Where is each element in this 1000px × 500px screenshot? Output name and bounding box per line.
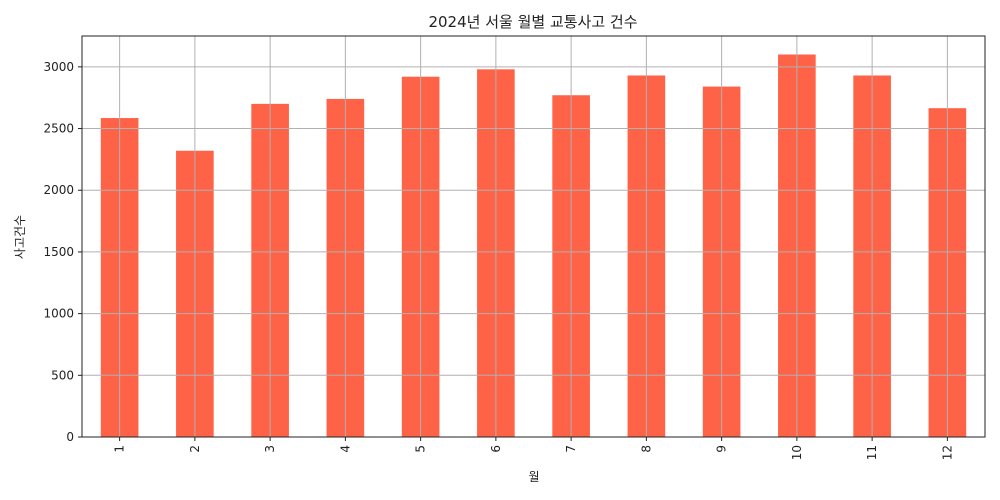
x-tick-label: 6	[489, 445, 503, 453]
x-axis-label: 월	[528, 470, 539, 484]
x-tick-label: 3	[263, 445, 277, 453]
y-tick-label: 1500	[43, 245, 74, 259]
y-axis-label: 사고건수	[13, 215, 27, 259]
x-tick-label: 2	[188, 445, 202, 453]
x-tick-label: 7	[564, 445, 578, 453]
y-tick-label: 3000	[43, 60, 74, 74]
grid-lines	[82, 36, 985, 438]
x-tick-label: 4	[338, 445, 352, 453]
y-tick-label: 2500	[43, 122, 74, 136]
x-tick-label: 12	[940, 445, 954, 460]
chart-title: 2024년 서울 월별 교통사고 건수	[428, 13, 637, 31]
x-tick-label: 11	[865, 445, 879, 460]
y-tick-label: 500	[51, 368, 74, 382]
x-tick-label: 5	[414, 445, 428, 453]
x-tick-label: 1	[113, 445, 127, 453]
y-tick-label: 2000	[43, 183, 74, 197]
plot-frame	[81, 35, 986, 438]
y-tick-label: 0	[66, 430, 74, 444]
x-tick-label: 9	[715, 445, 729, 453]
y-tick-label: 1000	[43, 307, 74, 321]
x-tick-label: 8	[639, 445, 653, 453]
bars	[100, 54, 967, 438]
x-tick-label: 10	[790, 445, 804, 460]
